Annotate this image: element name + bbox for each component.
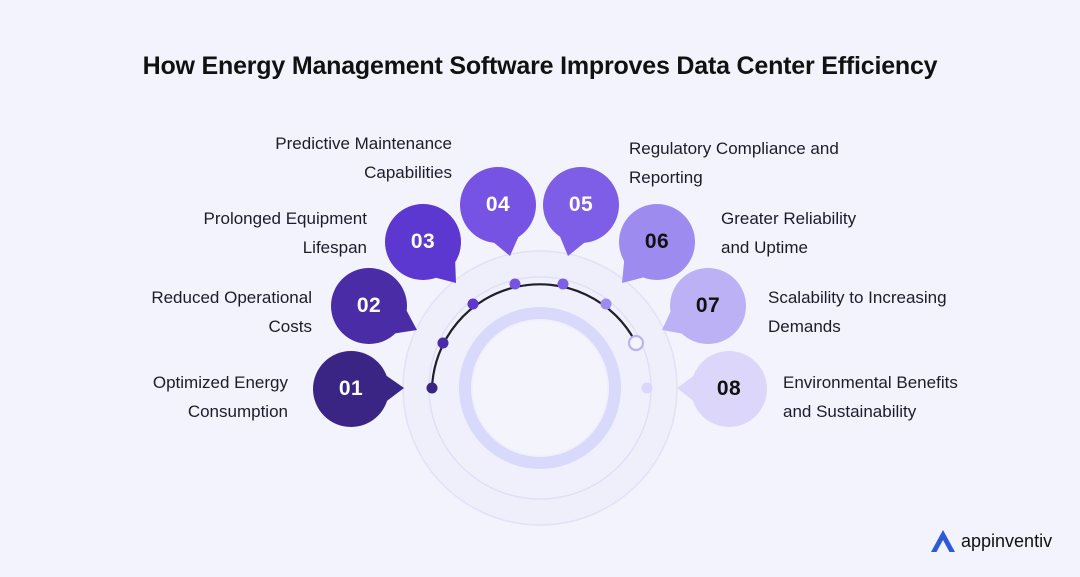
step-bubble [460, 167, 536, 256]
step-number: 02 [356, 294, 382, 317]
inner-core [473, 321, 607, 455]
step-dot [641, 382, 653, 394]
step-label-line: Demands [768, 317, 841, 336]
bubble-tail [677, 373, 697, 404]
step-label: Greater Reliability and Uptime [721, 204, 856, 262]
step-label: Environmental Benefits and Sustainability [783, 368, 958, 426]
logo-mark [931, 530, 955, 552]
step-label-line: Predictive Maintenance [275, 134, 452, 153]
background-rings [402, 250, 678, 526]
step-label: Reduced Operational Costs [151, 283, 312, 341]
bubble-circle [543, 167, 619, 243]
step-dot [509, 278, 521, 290]
page-title: How Energy Management Software Improves … [142, 52, 938, 80]
bubble-circle [670, 268, 746, 344]
step-label-line: Regulatory Compliance and [629, 139, 839, 158]
bubble-circle [331, 268, 407, 344]
step-bubble [385, 204, 461, 283]
step-bubble [662, 268, 746, 344]
step-bubble [313, 351, 404, 427]
step-label: Predictive Maintenance Capabilities [275, 129, 452, 187]
inner-ring [459, 307, 621, 469]
step-number: 05 [568, 193, 594, 216]
step-number: 04 [485, 193, 511, 216]
step-label-line: and Sustainability [783, 402, 917, 421]
step-label-line: and Uptime [721, 238, 808, 257]
step-label-line: Capabilities [364, 163, 452, 182]
bubble-circle [385, 204, 461, 280]
appinventiv-logo-icon [931, 530, 955, 552]
step-label-line: Consumption [187, 402, 288, 421]
step-bubbles [313, 167, 767, 427]
step-bubble [331, 268, 417, 344]
step-label: Scalability to Increasing Demands [768, 283, 947, 341]
step-dot [437, 337, 449, 349]
step-label: Prolonged Equipment Lifespan [203, 204, 367, 262]
step-dot [467, 298, 479, 310]
bubble-circle [460, 167, 536, 243]
bubble-tail [383, 373, 404, 404]
bubble-circle [619, 204, 695, 280]
step-number: 08 [716, 377, 742, 400]
step-label: Regulatory Compliance and Reporting [629, 134, 839, 192]
step-label: Optimized Energy Consumption [153, 368, 288, 426]
step-bubble [619, 204, 695, 283]
step-dot [600, 298, 612, 310]
step-number: 06 [644, 230, 670, 253]
step-number: 07 [695, 294, 721, 317]
step-label-line: Reporting [629, 168, 703, 187]
step-dot [627, 334, 645, 352]
brand-name: appinventiv [961, 530, 1053, 551]
step-number: 03 [410, 230, 436, 253]
step-label-line: Prolonged Equipment [203, 209, 367, 228]
step-dot [426, 382, 438, 394]
step-label-line: Costs [268, 317, 312, 336]
brand-logo: appinventiv [930, 526, 1052, 556]
step-label-line: Optimized Energy [152, 373, 288, 392]
step-number: 01 [338, 377, 364, 400]
step-label-line: Greater Reliability [721, 209, 857, 228]
step-dots [426, 278, 653, 394]
bubble-circle [691, 351, 767, 427]
step-label-line: Lifespan [302, 238, 367, 257]
step-bubble [677, 351, 767, 427]
step-label-line: Reduced Operational [151, 288, 312, 307]
step-label-line: Environmental Benefits [783, 373, 958, 392]
bubble-circle [313, 351, 389, 427]
step-dot [557, 278, 569, 290]
step-label-line: Scalability to Increasing [768, 288, 947, 307]
step-bubble [543, 167, 619, 256]
